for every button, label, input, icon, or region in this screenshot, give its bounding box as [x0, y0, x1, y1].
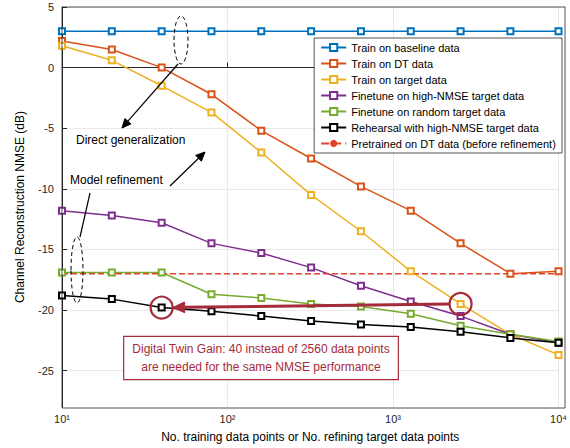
- svg-text:Digital Twin Gain: 40 instead: Digital Twin Gain: 40 instead of 2560 da…: [132, 342, 389, 356]
- svg-text:10³: 10³: [385, 413, 401, 425]
- svg-text:Finetune on random target data: Finetune on random target data: [351, 106, 506, 118]
- svg-text:10⁴: 10⁴: [550, 413, 567, 425]
- svg-text:Train on DT data: Train on DT data: [351, 58, 434, 70]
- svg-text:No. training data points or No: No. training data points or No. refining…: [161, 430, 459, 444]
- svg-text:-15: -15: [38, 243, 54, 255]
- svg-text:Model refinement: Model refinement: [70, 173, 163, 187]
- svg-text:Finetune on high-NMSE target d: Finetune on high-NMSE target data: [351, 90, 525, 102]
- svg-text:-20: -20: [38, 304, 54, 316]
- svg-text:-10: -10: [38, 183, 54, 195]
- svg-text:5: 5: [48, 1, 54, 13]
- svg-text:10¹: 10¹: [54, 413, 70, 425]
- svg-text:Rehearsal with high-NMSE targe: Rehearsal with high-NMSE target data: [351, 122, 540, 134]
- svg-text:0: 0: [48, 62, 54, 74]
- svg-text:are needed for the same NMSE p: are needed for the same NMSE performance: [141, 360, 381, 374]
- svg-text:10²: 10²: [220, 413, 236, 425]
- svg-text:Train on baseline data: Train on baseline data: [351, 42, 460, 54]
- svg-text:Channel Reconstruction NMSE (d: Channel Reconstruction NMSE (dB): [13, 111, 27, 303]
- svg-text:Pretrained on DT data (before: Pretrained on DT data (before refinement…: [351, 138, 556, 150]
- svg-text:-5: -5: [44, 122, 54, 134]
- svg-text:-25: -25: [38, 365, 54, 377]
- svg-text:Train on target data: Train on target data: [351, 74, 447, 86]
- svg-text:Direct generalization: Direct generalization: [76, 133, 185, 147]
